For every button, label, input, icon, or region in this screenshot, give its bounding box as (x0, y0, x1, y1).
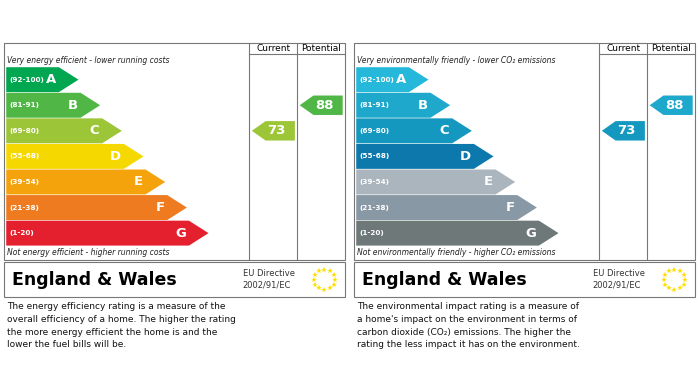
Text: (39-54): (39-54) (9, 179, 39, 185)
Text: Potential: Potential (301, 44, 341, 53)
Text: (55-68): (55-68) (359, 153, 389, 160)
Text: England & Wales: England & Wales (362, 271, 527, 289)
Text: England & Wales: England & Wales (12, 271, 177, 289)
Text: F: F (505, 201, 514, 214)
Text: (92-100): (92-100) (9, 77, 44, 83)
Polygon shape (300, 95, 343, 115)
Text: G: G (175, 227, 186, 240)
Text: Very environmentally friendly - lower CO₂ emissions: Very environmentally friendly - lower CO… (357, 56, 555, 65)
Text: 73: 73 (267, 124, 286, 137)
Text: C: C (440, 124, 449, 137)
Polygon shape (6, 67, 78, 92)
Text: Not environmentally friendly - higher CO₂ emissions: Not environmentally friendly - higher CO… (357, 248, 555, 257)
Text: The energy efficiency rating is a measure of the
overall efficiency of a home. T: The energy efficiency rating is a measur… (7, 302, 236, 350)
Polygon shape (356, 144, 494, 169)
Text: 88: 88 (666, 99, 684, 112)
Polygon shape (6, 144, 144, 169)
Text: (21-38): (21-38) (9, 204, 38, 210)
Text: (21-38): (21-38) (359, 204, 389, 210)
Text: The environmental impact rating is a measure of
a home's impact on the environme: The environmental impact rating is a mea… (357, 302, 580, 350)
Text: Potential: Potential (651, 44, 691, 53)
Polygon shape (650, 95, 693, 115)
Text: E: E (134, 176, 143, 188)
Polygon shape (252, 121, 295, 140)
Text: Energy Efficiency Rating: Energy Efficiency Rating (12, 20, 195, 32)
Text: Not energy efficient - higher running costs: Not energy efficient - higher running co… (7, 248, 169, 257)
Text: (55-68): (55-68) (9, 153, 39, 160)
Text: Very energy efficient - lower running costs: Very energy efficient - lower running co… (7, 56, 169, 65)
Text: 88: 88 (316, 99, 334, 112)
Text: Environmental Impact (CO₂) Rating: Environmental Impact (CO₂) Rating (362, 20, 624, 32)
Text: EU Directive
2002/91/EC: EU Directive 2002/91/EC (593, 269, 645, 290)
Polygon shape (356, 195, 537, 220)
Text: (92-100): (92-100) (359, 77, 394, 83)
Polygon shape (6, 221, 209, 246)
Text: E: E (484, 176, 493, 188)
Text: (69-80): (69-80) (359, 128, 389, 134)
Text: (1-20): (1-20) (9, 230, 34, 236)
Text: D: D (460, 150, 471, 163)
Text: B: B (418, 99, 428, 112)
Text: F: F (155, 201, 164, 214)
Polygon shape (6, 195, 187, 220)
Text: (69-80): (69-80) (9, 128, 39, 134)
Polygon shape (356, 118, 472, 143)
Polygon shape (356, 67, 428, 92)
Polygon shape (6, 93, 100, 118)
Text: D: D (110, 150, 121, 163)
Text: 73: 73 (617, 124, 636, 137)
Text: Current: Current (256, 44, 290, 53)
Polygon shape (6, 170, 165, 194)
Text: G: G (525, 227, 536, 240)
Text: (81-91): (81-91) (359, 102, 389, 108)
Text: (81-91): (81-91) (9, 102, 39, 108)
Polygon shape (6, 118, 122, 143)
Text: A: A (396, 73, 406, 86)
Text: (1-20): (1-20) (359, 230, 384, 236)
Text: Current: Current (606, 44, 641, 53)
Polygon shape (356, 93, 450, 118)
Polygon shape (356, 170, 515, 194)
Text: EU Directive
2002/91/EC: EU Directive 2002/91/EC (243, 269, 295, 290)
Polygon shape (602, 121, 645, 140)
Text: B: B (68, 99, 78, 112)
Text: (39-54): (39-54) (359, 179, 389, 185)
Text: A: A (46, 73, 56, 86)
Text: C: C (90, 124, 99, 137)
Polygon shape (356, 221, 559, 246)
